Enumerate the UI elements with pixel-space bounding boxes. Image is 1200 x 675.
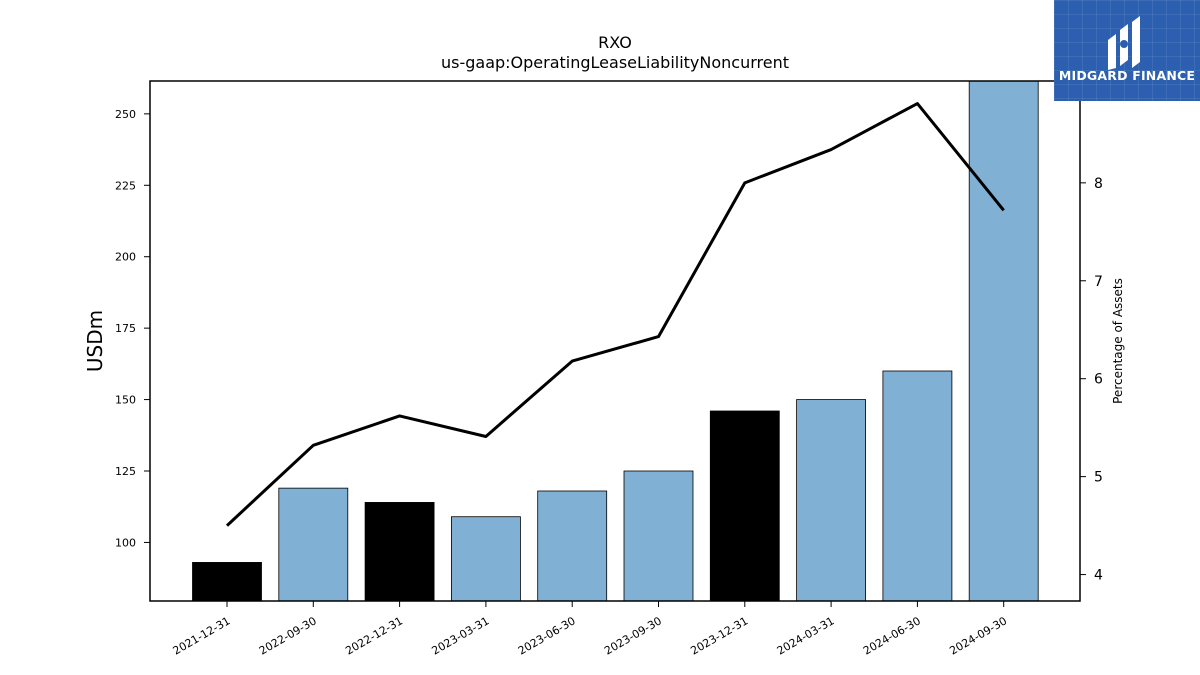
y2-tick-label-4: 4 [1094,568,1103,584]
bar-2023-06-30 [537,490,608,602]
logo-mark-icon [1108,16,1140,70]
x-tick-label-2022-09-30: 2022-09-30 [257,614,319,657]
x-tick-label-2023-06-30: 2023-06-30 [516,614,578,657]
x-tick-label-2024-09-30: 2024-09-30 [947,614,1009,657]
y2-tick-label-8: 8 [1094,176,1103,192]
bar-2023-09-30 [623,470,694,602]
x-tick-label-2024-03-31: 2024-03-31 [775,614,837,657]
logo-text: MIDGARD FINANCE [1058,68,1196,83]
bar-2022-12-31 [364,502,435,602]
y2-tick-label-5: 5 [1094,470,1103,486]
y-axis-label: USDm [83,310,107,372]
bar-2023-12-31 [709,410,780,602]
bar-2024-09-30 [968,80,1039,602]
y-tick-label-250: 250 [115,108,136,121]
y-tick-label-150: 150 [115,394,136,407]
midgard-finance-logo: MIDGARD FINANCE [1054,0,1200,101]
plot-frame [149,80,1081,602]
y-tick-label-225: 225 [115,179,136,192]
y-tick-label-100: 100 [115,536,136,549]
bar-2023-03-31 [450,516,521,602]
y-tick-label-200: 200 [115,251,136,264]
bar-2024-03-31 [796,399,866,602]
x-tick-label-2022-12-31: 2022-12-31 [343,614,405,657]
line-layer [225,102,1005,527]
bars-layer [192,80,1039,602]
chart-subtitle: us-gaap:OperatingLeaseLiabilityNoncurren… [441,53,789,72]
percentage-line [225,102,1005,527]
x-tick-label-2023-09-30: 2023-09-30 [602,614,664,657]
chart-title: RXO [598,33,632,52]
bar-2022-09-30 [278,487,349,602]
y2-tick-label-6: 6 [1094,372,1103,388]
x-tick-label-2023-12-31: 2023-12-31 [688,614,750,657]
x-tick-label-2023-03-31: 2023-03-31 [430,614,492,657]
y-tick-label-175: 175 [115,322,136,335]
y-tick-label-125: 125 [115,465,136,478]
bar-2021-12-31 [192,562,262,602]
x-tick-label-2021-12-31: 2021-12-31 [171,614,233,657]
y2-tick-label-7: 7 [1094,274,1103,290]
y2-axis-label: Percentage of Assets [1111,278,1125,404]
bar-2024-06-30 [882,370,953,602]
x-tick-label-2024-06-30: 2024-06-30 [861,614,923,657]
axes-layer: 100 125 150 175 200 225 250 4 5 6 7 8 2021-12-31 2022… [115,80,1103,658]
